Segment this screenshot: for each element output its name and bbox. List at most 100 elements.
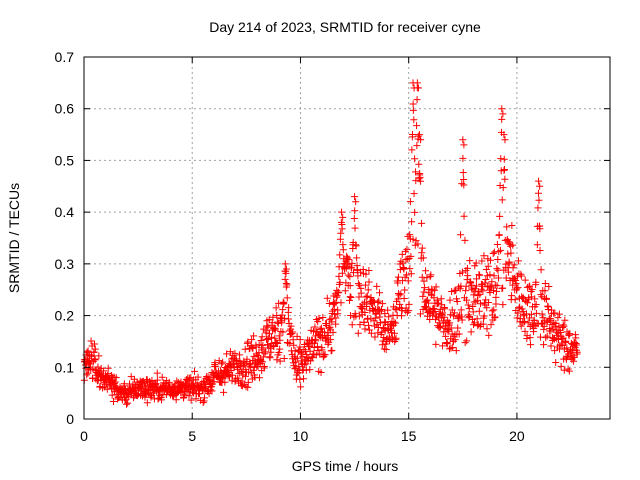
data-point <box>458 313 466 321</box>
data-point <box>158 373 166 381</box>
data-point <box>429 308 437 316</box>
data-point <box>412 237 420 245</box>
data-point <box>371 333 379 341</box>
data-point <box>325 324 333 332</box>
data-point <box>281 275 289 283</box>
data-point <box>351 224 359 232</box>
data-point <box>242 383 250 391</box>
data-point <box>215 373 223 381</box>
data-point <box>411 155 419 163</box>
data-point <box>489 250 497 258</box>
data-point <box>187 396 195 404</box>
data-point <box>376 313 384 321</box>
data-point <box>200 379 208 387</box>
data-point <box>91 345 99 353</box>
data-point <box>526 282 534 290</box>
data-point <box>467 278 475 286</box>
data-point <box>533 241 541 249</box>
data-point <box>355 312 363 320</box>
data-point <box>95 352 103 360</box>
data-point <box>399 259 407 267</box>
data-point <box>268 333 276 341</box>
data-point <box>364 286 372 294</box>
data-point <box>466 257 474 265</box>
data-point <box>513 314 521 322</box>
data-point <box>488 278 496 286</box>
data-point <box>515 304 523 312</box>
data-point <box>332 320 340 328</box>
data-point <box>260 363 268 371</box>
data-point <box>551 347 559 355</box>
data-point <box>444 327 452 335</box>
data-point <box>491 281 499 289</box>
data-point <box>317 369 325 377</box>
data-point <box>228 377 236 385</box>
data-point <box>248 344 256 352</box>
data-point <box>365 321 373 329</box>
data-point <box>409 100 417 108</box>
data-point <box>459 136 467 144</box>
data-point <box>497 246 505 254</box>
data-point <box>514 309 522 317</box>
data-point <box>538 310 546 318</box>
data-point <box>542 334 550 342</box>
data-point <box>337 229 345 237</box>
data-point <box>524 319 532 327</box>
data-point <box>283 281 291 289</box>
data-point <box>378 328 386 336</box>
data-point <box>250 332 258 340</box>
data-point <box>417 310 425 318</box>
data-point <box>494 274 502 282</box>
data-point <box>418 244 426 252</box>
data-point <box>483 325 491 333</box>
data-point <box>432 283 440 291</box>
data-point <box>257 337 265 345</box>
data-point <box>264 334 272 342</box>
data-point <box>398 312 406 320</box>
data-point <box>153 376 161 384</box>
y-tick-label: 0 <box>66 411 74 427</box>
data-point <box>398 306 406 314</box>
data-point <box>426 306 434 314</box>
data-point <box>376 289 384 297</box>
data-point <box>273 356 281 364</box>
data-point <box>511 277 519 285</box>
data-point <box>333 293 341 301</box>
data-point <box>521 317 529 325</box>
data-point <box>303 351 311 359</box>
y-tick-label: 0.3 <box>55 256 75 272</box>
data-point <box>348 321 356 329</box>
data-point <box>249 344 257 352</box>
data-point <box>91 356 99 364</box>
data-point <box>361 308 369 316</box>
data-point <box>493 282 501 290</box>
plot-frame <box>83 56 611 420</box>
data-point <box>469 302 477 310</box>
data-point <box>172 396 180 404</box>
data-point <box>424 299 432 307</box>
data-point <box>479 320 487 328</box>
data-point <box>458 268 466 276</box>
data-point <box>293 354 301 362</box>
data-point <box>257 357 265 365</box>
data-point <box>357 289 365 297</box>
data-point <box>143 399 151 407</box>
x-tick-label: 20 <box>509 428 525 444</box>
data-point <box>431 308 439 316</box>
data-point <box>490 287 498 295</box>
data-point <box>442 332 450 340</box>
data-point <box>504 268 512 276</box>
data-point <box>201 394 209 402</box>
data-point <box>521 276 529 284</box>
data-point <box>486 288 494 296</box>
data-point <box>91 340 99 348</box>
data-point <box>401 286 409 294</box>
data-point <box>470 291 478 299</box>
data-point <box>231 349 239 357</box>
data-point <box>459 169 467 177</box>
data-point <box>530 324 538 332</box>
data-point <box>458 316 466 324</box>
data-point <box>443 338 451 346</box>
data-point <box>337 299 345 307</box>
data-point <box>502 274 510 282</box>
